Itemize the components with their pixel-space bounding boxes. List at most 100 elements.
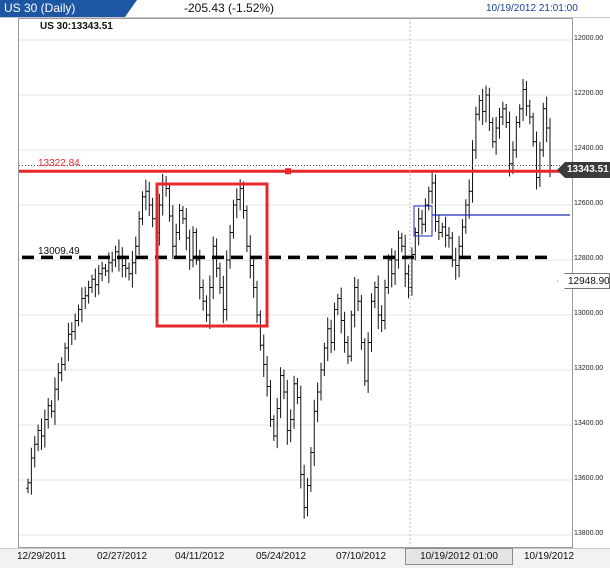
ohlc-bar [244,205,249,253]
ohlc-bar [406,264,411,299]
ohlc-bar [423,198,428,233]
ohlc-bar [130,250,135,288]
ohlc-bar [430,172,435,204]
ohlc-bar [527,99,532,125]
ohlc-bar [147,181,152,216]
ohlc-bar [308,447,313,492]
support-label: 13009.49 [38,246,80,257]
ohlc-bar [312,399,317,466]
ohlc-bar [420,209,425,235]
y-tick-label: 12600.00 [574,200,604,207]
ohlc-bars [26,78,552,519]
ohlc-bar [174,223,179,257]
symbol-tab[interactable]: US 30 (Daily) [0,0,125,17]
ohlc-bar [477,95,482,121]
ohlc-bar [39,418,44,451]
ohlc-bar [52,377,57,425]
consolidation-box[interactable] [413,205,433,237]
ohlc-bar [480,88,485,125]
ohlc-bar [164,176,169,197]
ohlc-bar [143,179,148,211]
ohlc-bar [443,216,448,248]
ohlc-bar [372,281,377,309]
x-label: 12/29/2011 [17,551,67,562]
ohlc-bar [510,141,515,174]
ohlc-bar [137,211,142,256]
ohlc-bar [318,362,323,401]
ohlc-bar [376,275,381,330]
ohlc-bar [396,230,401,269]
ohlc-bar [201,279,206,311]
ohlc-bar [345,335,350,364]
ohlc-bar [59,357,64,382]
y-tick-label: 13000.00 [574,310,604,317]
ohlc-bar [123,257,128,278]
ohlc-bar [120,247,125,278]
x-label: 05/24/2012 [256,551,307,562]
ohlc-bar [234,188,239,219]
ohlc-bar [170,205,175,259]
ohlc-bar [127,262,132,281]
level-price-tag: 12948.90 [557,273,610,289]
ohlc-bar [275,398,280,449]
ohlc-bar [548,118,552,178]
range-box[interactable] [155,182,269,328]
ohlc-bar [113,245,118,268]
ohlc-bar [231,199,236,239]
ohlc-bar [463,199,468,234]
ohlc-bar [393,250,398,285]
ohlc-bar [403,234,408,288]
ohlc-bar [228,225,233,269]
ohlc-bar [295,377,300,405]
cursor-date-label: 10/19/2012 01:00 [405,548,513,565]
ohlc-bar [500,101,505,126]
ohlc-bar [335,293,340,316]
ohlc-bar [537,141,542,187]
ohlc-bar [342,311,347,353]
ohlc-bar [339,287,344,334]
ohlc-bar [298,385,303,489]
resistance-line-handle[interactable] [285,168,291,175]
ohlc-bar [69,322,74,346]
ohlc-bar [416,207,421,246]
ohlc-bar [271,415,276,442]
ohlc-bar [255,280,260,323]
ohlc-bar [96,265,101,295]
y-tick-label: 13600.00 [574,475,604,482]
ohlc-bar [453,247,458,280]
x-label: 10/19/2012 [524,551,575,562]
ohlc-bar [426,186,431,211]
ohlc-bar [56,363,61,401]
ohlc-bar [281,369,286,400]
y-tick-label: 13200.00 [574,365,604,372]
ohlc-bar [89,274,94,293]
y-tick-label: 12800.00 [574,255,604,262]
ohlc-bar [325,317,330,362]
ohlc-bar [497,107,502,139]
ohlc-bar [42,409,47,448]
y-tick-label: 13400.00 [574,420,604,427]
ohlc-bar [440,222,445,238]
ohlc-bar [524,81,529,116]
ohlc-bar [66,322,71,362]
ohlc-bar [251,256,256,298]
ohlc-bar [507,111,512,177]
ohlc-bar [460,219,465,256]
x-label: 04/11/2012 [175,551,225,562]
ohlc-bar [194,228,199,265]
ohlc-bar [258,310,263,351]
symbol-tab-arrow [125,0,137,17]
ohlc-bar [305,477,310,517]
last-update-time: 10/19/2012 21:01:00 [486,3,578,14]
ohlc-bar [379,305,384,333]
ohlc-bar [110,251,115,273]
ohlc-bar [73,313,78,340]
x-label: 07/10/2012 [336,551,387,562]
ohlc-bar [241,181,246,219]
current-price-tag: 13343.51 [557,162,610,178]
ohlc-bar [160,173,165,216]
y-tick-label: 13800.00 [574,530,604,537]
ohlc-bar [389,248,394,288]
ohlc-bar [369,293,374,352]
